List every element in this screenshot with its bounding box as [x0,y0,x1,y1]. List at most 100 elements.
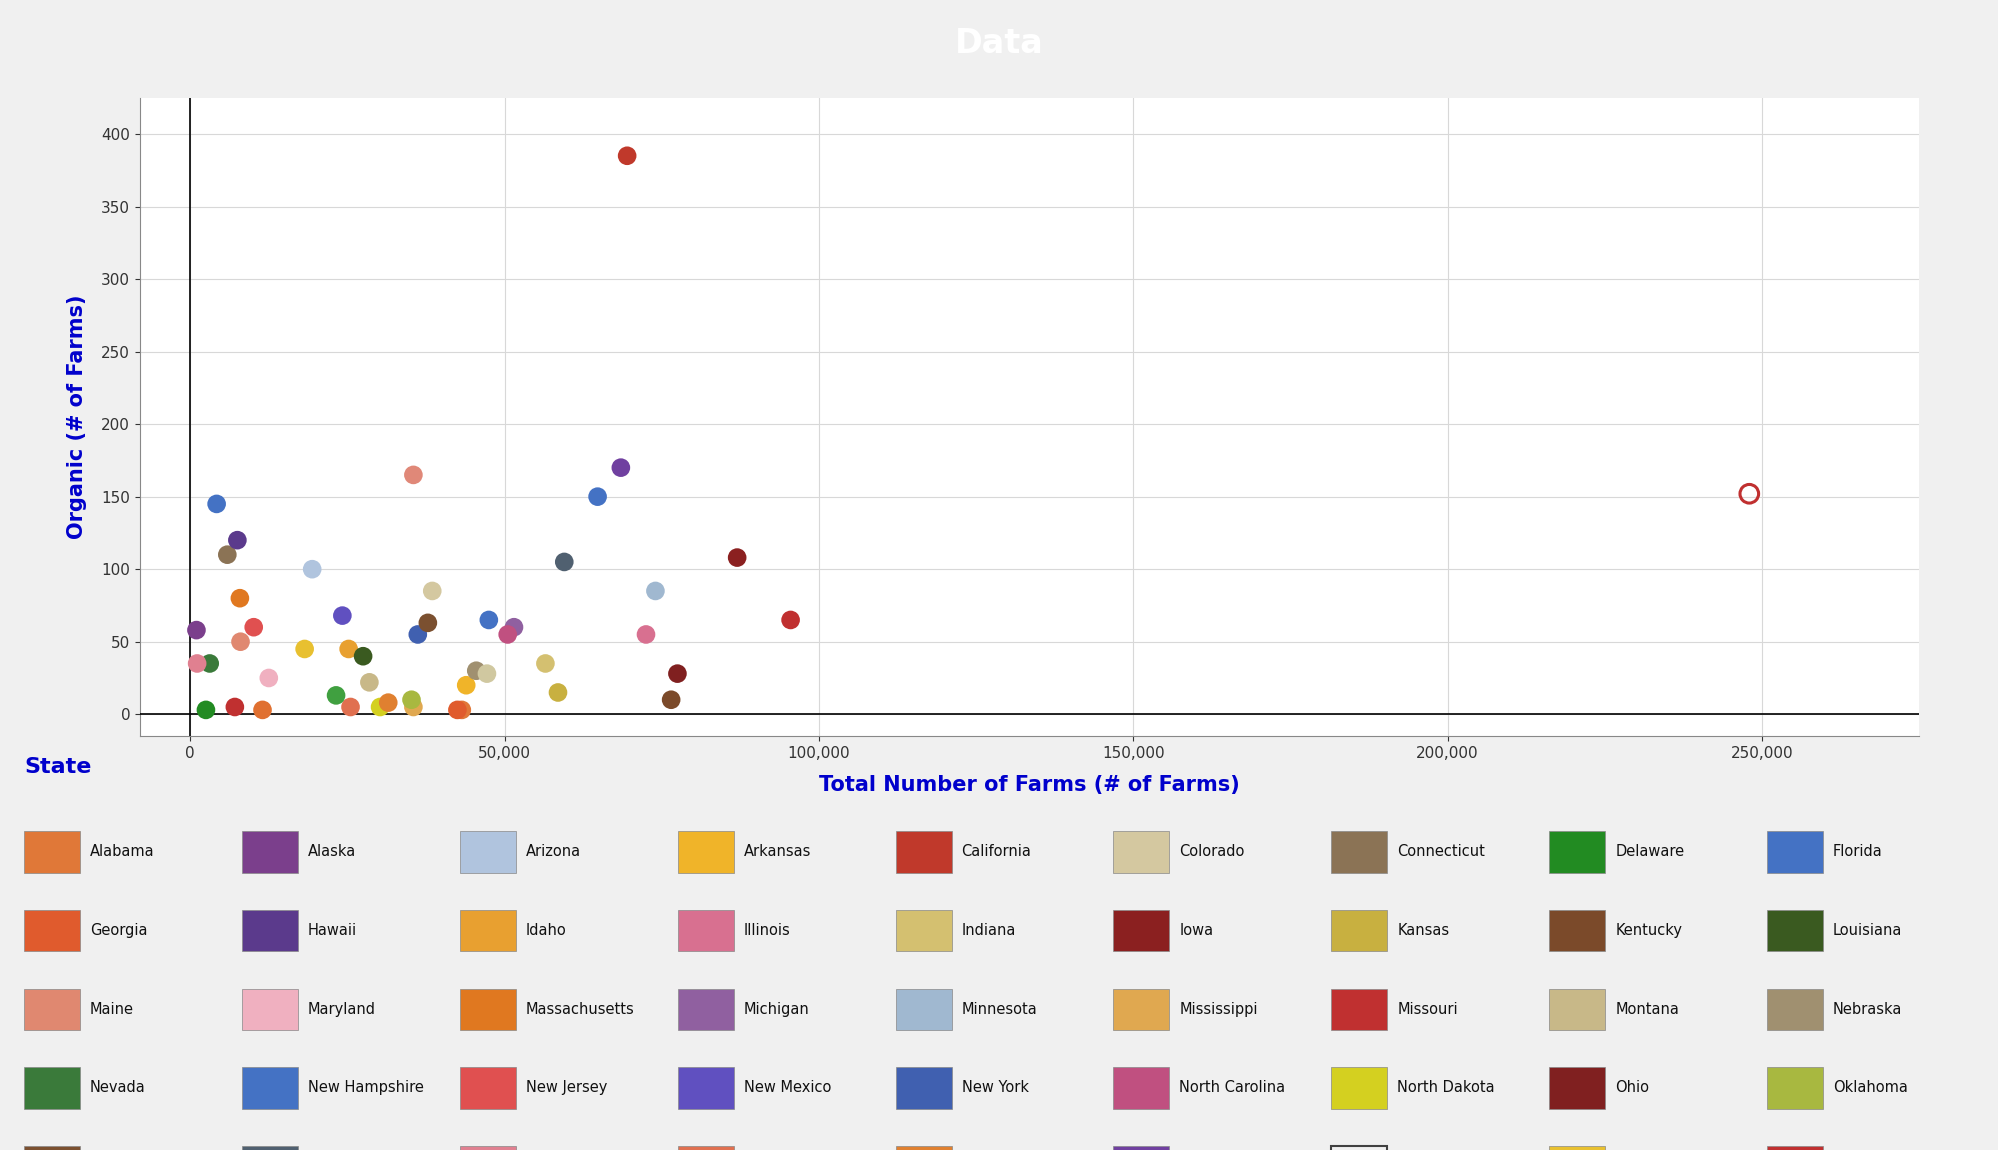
Point [320,687,352,705]
Point [402,626,434,644]
Text: Colorado: Colorado [1179,844,1245,859]
Point [246,700,278,719]
Text: Arizona: Arizona [525,844,581,859]
Text: California: California [961,844,1031,859]
Text: New York: New York [961,1080,1029,1096]
Bar [460,1145,515,1150]
Bar [460,1067,515,1109]
Point [252,669,284,688]
Bar [1766,1067,1822,1109]
Bar [1766,910,1822,951]
Point [190,700,222,719]
Point [200,494,232,513]
Text: North Dakota: North Dakota [1397,1080,1495,1096]
Text: Minnesota: Minnesota [961,1002,1037,1017]
Point [332,639,364,658]
Point [581,488,613,506]
Text: Oklahoma: Oklahoma [1832,1080,1906,1096]
Text: Connecticut: Connecticut [1397,844,1485,859]
Bar [1766,831,1822,873]
Point [288,639,320,658]
Bar [1331,989,1387,1030]
Point [354,673,386,691]
Point [460,661,492,680]
Bar [895,831,951,873]
Point [296,560,328,578]
X-axis label: Total Number of Farms (# of Farms): Total Number of Farms (# of Farms) [819,775,1239,795]
Bar [242,910,298,951]
Bar [1331,831,1387,873]
Text: Nebraska: Nebraska [1832,1002,1902,1017]
Point [348,647,380,666]
Bar [895,1067,951,1109]
Bar [460,910,515,951]
Point [498,618,529,636]
Bar [460,989,515,1030]
Point [639,582,671,600]
Point [398,698,430,716]
Text: New Hampshire: New Hampshire [308,1080,424,1096]
Y-axis label: Organic (# of Farms): Organic (# of Farms) [68,294,88,539]
Bar [1766,1145,1822,1150]
Point [218,698,250,716]
Point [222,531,254,550]
Text: Michigan: Michigan [743,1002,809,1017]
Point [398,466,430,484]
Bar [242,1145,298,1150]
Point [474,611,505,629]
Point [547,553,579,572]
Point [450,676,482,695]
Point [529,654,561,673]
Text: State: State [24,757,92,776]
Bar [24,1067,80,1109]
Text: Idaho: Idaho [525,923,565,938]
Point [655,690,687,708]
Text: Maine: Maine [90,1002,134,1017]
Bar [242,1067,298,1109]
Point [212,545,244,564]
Point [442,700,474,719]
Point [372,693,404,712]
Text: Kansas: Kansas [1397,923,1449,938]
Text: Massachusetts: Massachusetts [525,1002,633,1017]
Text: Montana: Montana [1614,1002,1678,1017]
Point [629,626,661,644]
Point [1732,484,1764,503]
Text: New Mexico: New Mexico [743,1080,831,1096]
Bar [1113,1145,1169,1150]
Text: Nevada: Nevada [90,1080,146,1096]
Text: Ohio: Ohio [1614,1080,1648,1096]
Point [396,690,428,708]
Text: Arkansas: Arkansas [743,844,811,859]
Point [661,665,693,683]
Text: North Carolina: North Carolina [1179,1080,1285,1096]
Point [224,589,256,607]
Bar [1331,1067,1387,1109]
Text: Florida: Florida [1832,844,1882,859]
Bar [1548,1067,1604,1109]
Point [334,698,366,716]
Bar [1548,831,1604,873]
Bar [1331,1145,1387,1150]
Point [194,654,226,673]
Point [238,618,270,636]
Text: Louisiana: Louisiana [1832,923,1902,938]
Point [611,146,643,164]
Bar [1113,910,1169,951]
Point [541,683,573,702]
Bar [24,1145,80,1150]
Bar [895,989,951,1030]
Point [364,698,396,716]
Text: Mississippi: Mississippi [1179,1002,1257,1017]
Text: Georgia: Georgia [90,923,148,938]
Bar [242,831,298,873]
Text: Kentucky: Kentucky [1614,923,1682,938]
Point [773,611,805,629]
Point [224,632,256,651]
Bar [677,910,733,951]
Text: Illinois: Illinois [743,923,789,938]
Point [180,621,212,639]
Point [605,459,637,477]
Text: Hawaii: Hawaii [308,923,358,938]
Bar [1548,910,1604,951]
